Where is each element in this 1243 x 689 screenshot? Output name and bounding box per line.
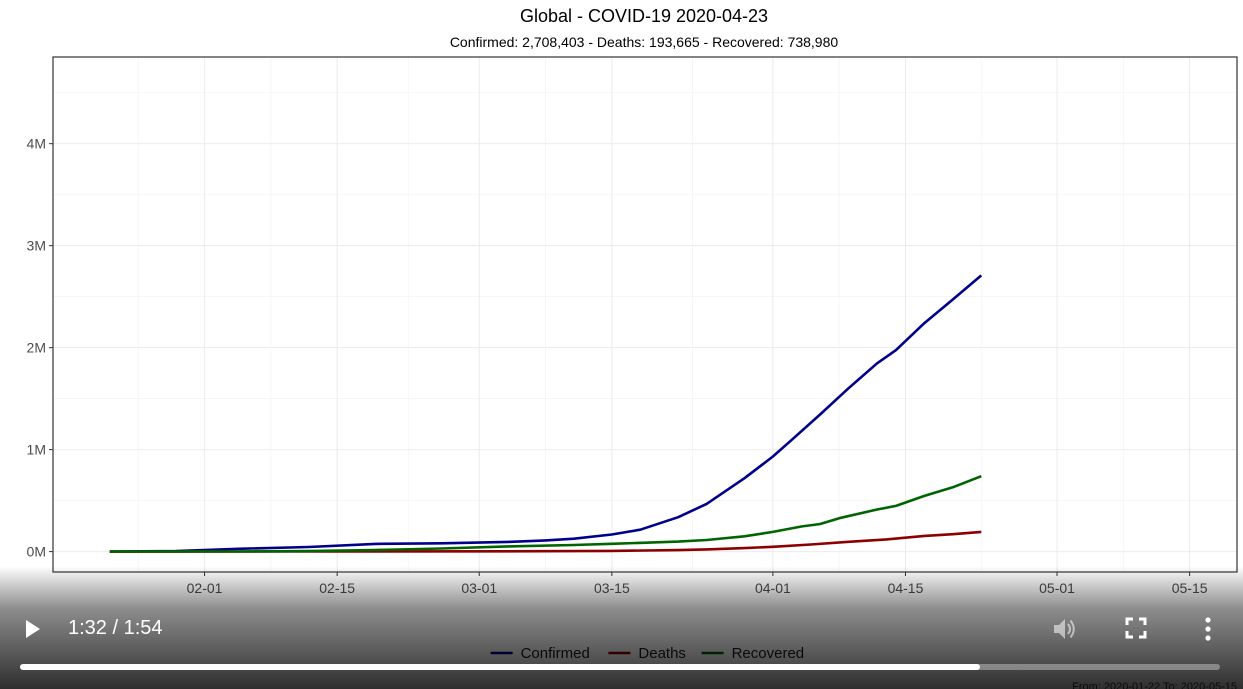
legend-label-deaths: Deaths	[638, 645, 686, 662]
fullscreen-icon	[1125, 617, 1147, 639]
x-tick-label: 04-15	[888, 580, 924, 596]
progress-fill	[20, 664, 980, 670]
fullscreen-button[interactable]	[1122, 614, 1150, 642]
volume-button[interactable]	[1050, 614, 1080, 644]
series-line-confirmed	[109, 274, 983, 553]
play-button[interactable]	[18, 612, 48, 646]
progress-bar[interactable]	[20, 664, 1220, 670]
volume-icon	[1054, 619, 1075, 639]
x-tick-label: 02-15	[319, 580, 355, 596]
chart-subtitle: Confirmed: 2,708,403 - Deaths: 193,665 -…	[450, 34, 839, 50]
x-tick-label: 04-01	[755, 580, 791, 596]
legend-label-recovered: Recovered	[732, 645, 805, 662]
chart-title: Global - COVID-19 2020-04-23	[520, 6, 768, 26]
x-tick-label: 02-01	[187, 580, 223, 596]
plot-background	[53, 57, 1237, 572]
more-options-button[interactable]	[1196, 614, 1220, 644]
y-tick-label: 1M	[27, 442, 46, 458]
more-vertical-icon	[1205, 617, 1211, 641]
y-tick-label: 2M	[27, 340, 46, 356]
y-tick-label: 3M	[27, 238, 46, 254]
grid-lines	[53, 57, 1237, 572]
x-tick-label: 05-01	[1039, 580, 1075, 596]
x-tick-label: 05-15	[1172, 580, 1208, 596]
series-lines	[109, 274, 983, 553]
y-tick-label: 0M	[27, 544, 46, 560]
play-icon	[26, 620, 40, 638]
time-display: 1:32 / 1:54	[68, 617, 163, 639]
x-tick-label: 03-15	[594, 580, 630, 596]
chart-caption: From: 2020-01-22 To: 2020-05-15	[1072, 681, 1237, 689]
legend: Confirmed Deaths Recovered	[490, 645, 805, 662]
series-line-deaths	[109, 530, 982, 553]
legend-label-confirmed: Confirmed	[521, 645, 590, 662]
series-line-recovered	[109, 474, 982, 553]
x-tick-label: 03-01	[461, 580, 497, 596]
y-tick-label: 4M	[27, 136, 46, 152]
